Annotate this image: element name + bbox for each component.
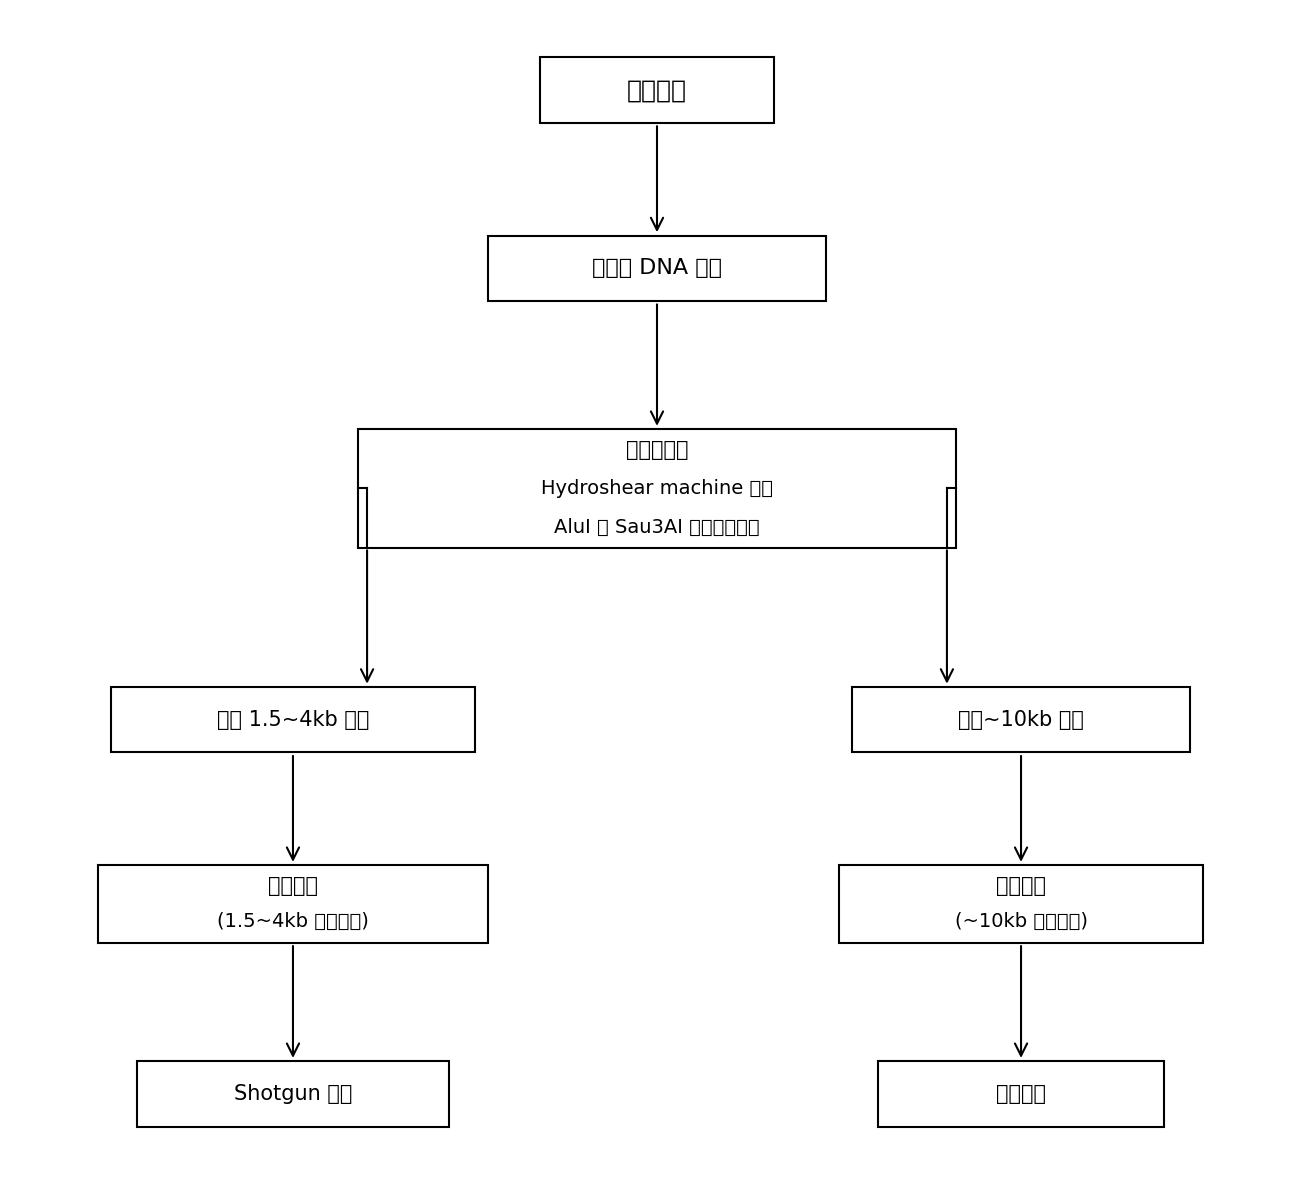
FancyBboxPatch shape <box>878 1061 1164 1126</box>
Text: 细菌培养: 细菌培养 <box>627 78 687 102</box>
FancyBboxPatch shape <box>540 58 774 123</box>
FancyBboxPatch shape <box>110 688 474 752</box>
Text: Shotgun 测序: Shotgun 测序 <box>234 1084 352 1105</box>
Text: 超声波断裂: 超声波断裂 <box>625 440 689 460</box>
Text: 回收 1.5~4kb 片段: 回收 1.5~4kb 片段 <box>217 710 369 730</box>
FancyBboxPatch shape <box>99 865 487 942</box>
FancyBboxPatch shape <box>137 1061 449 1126</box>
Text: Hydroshear machine 剪切: Hydroshear machine 剪切 <box>541 478 773 498</box>
Text: 构建文库: 构建文库 <box>996 876 1046 897</box>
FancyBboxPatch shape <box>487 236 827 300</box>
Text: (~10kb 插入片段): (~10kb 插入片段) <box>954 912 1088 932</box>
Text: 构建文库: 构建文库 <box>268 876 318 897</box>
FancyBboxPatch shape <box>840 865 1204 942</box>
FancyBboxPatch shape <box>851 688 1190 752</box>
Text: 回收~10kb 片段: 回收~10kb 片段 <box>958 710 1084 730</box>
FancyBboxPatch shape <box>357 429 957 548</box>
Text: 末端测序: 末端测序 <box>996 1084 1046 1105</box>
Text: AluI 或 Sau3AI 随机部分酶切: AluI 或 Sau3AI 随机部分酶切 <box>555 518 759 537</box>
Text: (1.5~4kb 插入片段): (1.5~4kb 插入片段) <box>217 912 369 932</box>
Text: 基因组 DNA 提取: 基因组 DNA 提取 <box>593 258 721 279</box>
